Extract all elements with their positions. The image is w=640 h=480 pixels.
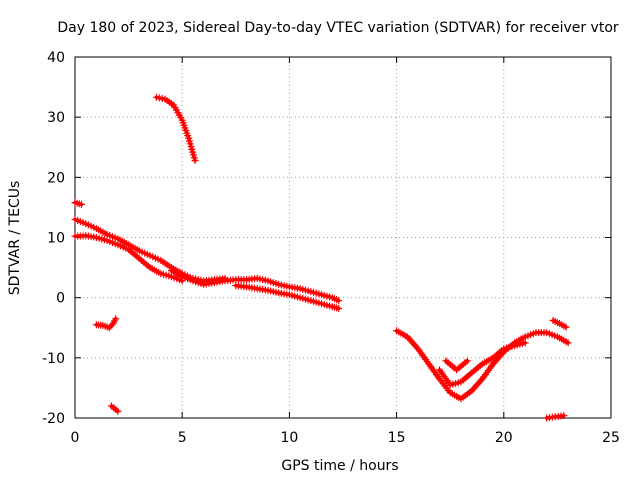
series-arc-mid-upper xyxy=(167,267,343,305)
x-tick-label: 25 xyxy=(602,430,620,446)
series-arc-high xyxy=(152,93,199,164)
axis-ticks: 0 5 10 15 20 25 -20 -10 0 10 20 30 40 xyxy=(42,50,620,446)
series-arc-late-2 xyxy=(543,412,568,422)
chart-title: Day 180 of 2023, Sidereal Day-to-day VTE… xyxy=(57,20,619,36)
y-tick-label: 10 xyxy=(47,231,65,247)
series-arc-low-2 xyxy=(107,402,122,415)
data-markers xyxy=(549,317,570,331)
x-tick-label: 15 xyxy=(388,430,406,446)
series-arc-mid-lower xyxy=(232,282,343,312)
x-axis-label: GPS time / hours xyxy=(281,458,398,474)
x-tick-label: 20 xyxy=(495,430,513,446)
y-axis-label: SDTVAR / TECUs xyxy=(7,181,23,296)
data-markers xyxy=(92,315,120,332)
series-arc-low-1 xyxy=(92,315,120,332)
y-tick-label: 40 xyxy=(47,50,65,66)
series-arc-early-high xyxy=(71,199,85,208)
series-line xyxy=(109,404,120,414)
data-markers xyxy=(232,282,343,312)
data-markers xyxy=(107,402,122,415)
data-markers xyxy=(71,199,85,208)
y-tick-label: 30 xyxy=(47,110,65,126)
y-tick-label: 0 xyxy=(56,291,65,307)
y-tick-label: -10 xyxy=(42,351,65,367)
grid xyxy=(75,57,611,418)
series-line xyxy=(154,95,197,163)
series-arc-evening-1 xyxy=(393,327,572,403)
series-arc-main-upper xyxy=(71,215,229,285)
series-arc-evening-2 xyxy=(435,339,529,389)
x-tick-label: 5 xyxy=(178,430,187,446)
data-markers xyxy=(152,93,199,164)
data-markers xyxy=(435,339,529,389)
series-arc-main-lower xyxy=(71,232,186,285)
series-arc-late-1 xyxy=(549,317,570,331)
data-markers xyxy=(442,357,471,374)
y-tick-label: -20 xyxy=(42,411,65,427)
data-markers xyxy=(393,327,572,403)
series-arc-evening-3 xyxy=(442,357,471,374)
y-tick-label: 20 xyxy=(47,170,65,186)
data-markers xyxy=(543,412,568,422)
x-tick-label: 0 xyxy=(71,430,80,446)
data-points xyxy=(71,93,572,422)
data-markers xyxy=(71,232,186,285)
data-markers xyxy=(167,267,343,305)
x-tick-label: 10 xyxy=(280,430,298,446)
